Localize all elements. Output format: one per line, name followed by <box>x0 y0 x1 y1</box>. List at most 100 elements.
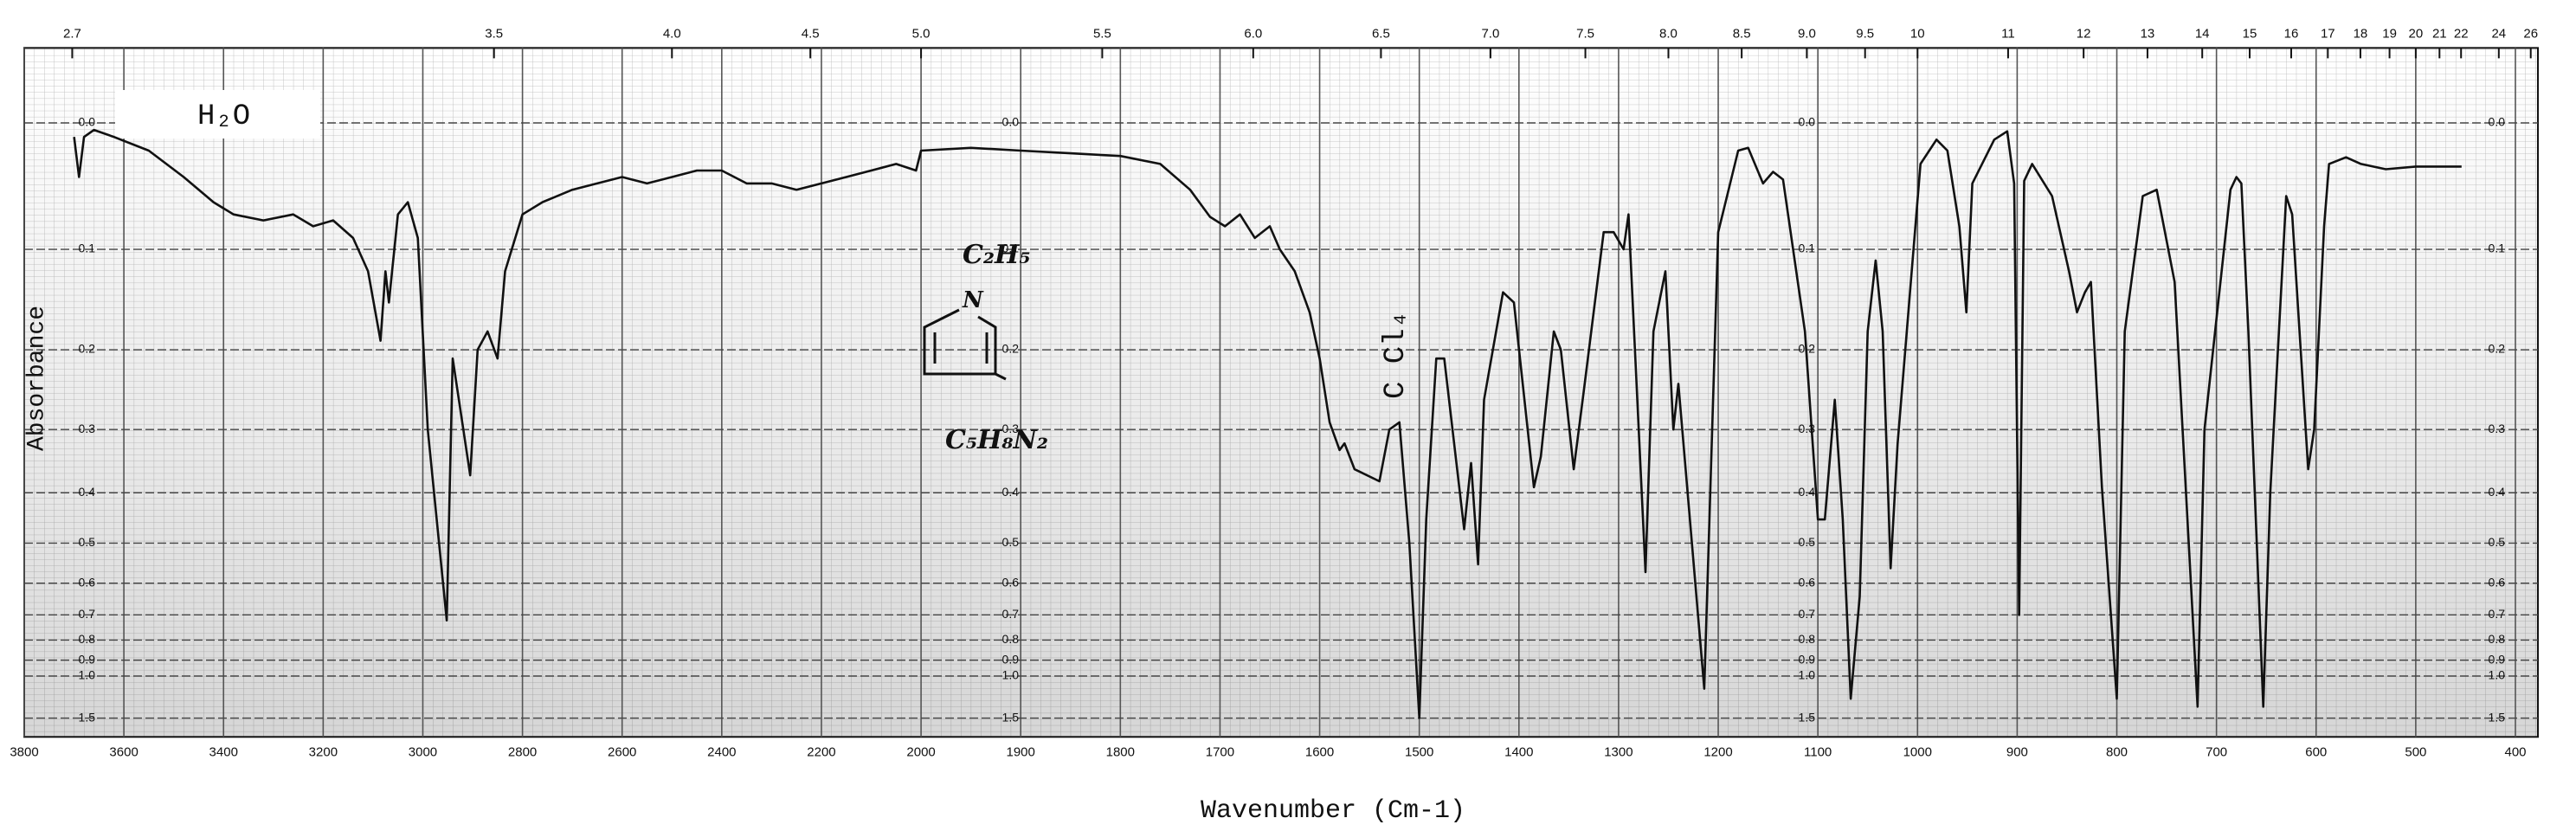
x2-tick-label: 2.7 <box>63 26 81 41</box>
x-tick-label: 700 <box>2206 744 2227 759</box>
x2-tick-label: 8.0 <box>1659 26 1678 41</box>
y-tick-label: 1.0 <box>2489 668 2506 682</box>
y-tick-label: 0.6 <box>2489 575 2506 589</box>
x-tick-label: 1400 <box>1504 744 1533 759</box>
y-tick-label: 1.5 <box>1002 710 1020 724</box>
labels: 3800 3600 3400 3200 3000 2800 2600 2400 2200 2000… <box>10 26 2538 759</box>
x2-tick-label: 6.0 <box>1244 26 1262 41</box>
annotation: C₅H₈N₂ <box>945 425 1048 455</box>
y-tick-label: 0.3 <box>79 422 96 435</box>
x2-tick-label: 26 <box>2523 26 2538 41</box>
x2-tick-label: 3.5 <box>485 26 503 41</box>
ring-sketch <box>923 308 1007 381</box>
x2-tick-label: 5.5 <box>1093 26 1111 41</box>
annotation: N <box>962 287 984 313</box>
x-tick-label: 500 <box>2405 744 2426 759</box>
y-tick-label: 0.0 <box>79 115 96 129</box>
x2-tick-label: 4.0 <box>663 26 681 41</box>
x-tick-label: 2800 <box>508 744 537 759</box>
y-tick-label: 0.4 <box>2489 485 2506 499</box>
x2-tick-label: 15 <box>2243 26 2257 41</box>
y-tick-label: 1.0 <box>1799 668 1816 682</box>
scan-shade <box>24 48 2538 738</box>
y-tick-label: 0.8 <box>1799 632 1816 646</box>
x2-tick-label: 5.0 <box>912 26 931 41</box>
y-tick-label: 0.2 <box>1002 342 1020 356</box>
x-tick-label: 400 <box>2504 744 2526 759</box>
x-tick-label: 1700 <box>1206 744 1234 759</box>
marks <box>73 128 2462 719</box>
x-tick-label: 3000 <box>409 744 437 759</box>
x-tick-label: 2000 <box>906 744 935 759</box>
y-tick-label: 0.9 <box>1799 652 1816 666</box>
y-tick-label: 0.7 <box>1002 607 1020 621</box>
y-tick-label: 1.5 <box>1799 710 1816 724</box>
x2-tick-label: 18 <box>2354 26 2368 41</box>
x2-tick-label: 12 <box>2077 26 2091 41</box>
y-tick-label: 0.5 <box>1799 535 1816 549</box>
x2-tick-label: 21 <box>2432 26 2447 41</box>
x-tick-label: 1200 <box>1703 744 1732 759</box>
y-tick-label: 1.5 <box>79 710 96 724</box>
y-tick-label: 0.1 <box>1799 242 1816 255</box>
y-tick-label: 0.5 <box>2489 535 2506 549</box>
y-tick-label: 0.6 <box>1799 575 1816 589</box>
x-tick-label: 1100 <box>1804 744 1832 759</box>
y-tick-label: 1.0 <box>1002 668 1020 682</box>
y-tick-label: 0.3 <box>1799 422 1816 435</box>
y-tick-label: 0.8 <box>1002 632 1020 646</box>
y-axis-title: Absorbance <box>23 306 50 451</box>
annotation: H₂O <box>197 100 250 133</box>
y-tick-label: 0.6 <box>79 575 96 589</box>
grid <box>23 48 2538 738</box>
x-tick-label: 3200 <box>309 744 338 759</box>
y-tick-label: 0.0 <box>1799 115 1816 129</box>
x2-tick-label: 14 <box>2195 26 2210 41</box>
x2-tick-label: 9.0 <box>1798 26 1816 41</box>
x2-tick-label: 7.5 <box>1576 26 1594 41</box>
y-tick-label: 0.7 <box>2489 607 2506 621</box>
x2-tick-label: 16 <box>2284 26 2299 41</box>
label-box <box>115 90 320 138</box>
x-tick-label: 1500 <box>1405 744 1433 759</box>
y-tick-label: 0.9 <box>1002 652 1020 666</box>
y-tick-label: 0.4 <box>79 485 96 499</box>
x-tick-label: 1600 <box>1305 744 1334 759</box>
y-tick-label: 0.3 <box>2489 422 2506 435</box>
x-tick-label: 1300 <box>1604 744 1633 759</box>
x-tick-label: 3800 <box>10 744 38 759</box>
x2-tick-label: 24 <box>2491 26 2506 41</box>
y-tick-label: 0.7 <box>79 607 96 621</box>
x2-tick-label: 13 <box>2141 26 2155 41</box>
x2-tick-label: 22 <box>2454 26 2469 41</box>
x2-tick-label: 10 <box>1910 26 1925 41</box>
y-tick-label: 0.5 <box>79 535 96 549</box>
y-tick-label: 0.4 <box>1002 485 1020 499</box>
x2-tick-label: 6.5 <box>1372 26 1390 41</box>
x-axis-title: Wavenumber (Cm-1) <box>1201 796 1465 826</box>
y-tick-label: 0.1 <box>79 242 96 255</box>
y-tick-label: 0.5 <box>1002 535 1020 549</box>
x-tick-label: 800 <box>2106 744 2128 759</box>
x-tick-label: 2200 <box>807 744 835 759</box>
plot-background <box>23 47 2539 738</box>
spectrum-line <box>73 128 2462 719</box>
x-tick-label: 3400 <box>209 744 238 759</box>
y-tick-label: 0.6 <box>1002 575 1020 589</box>
x2-tick-label: 8.5 <box>1733 26 1751 41</box>
annotation: C₂H₅ <box>963 240 1031 270</box>
x-tick-label: 2600 <box>608 744 636 759</box>
y-tick-label: 0.8 <box>2489 632 2506 646</box>
x2-tick-label: 11 <box>2001 26 2015 41</box>
x2-tick-label: 4.5 <box>802 26 820 41</box>
x-tick-label: 600 <box>2305 744 2327 759</box>
y-tick-label: 0.9 <box>2489 652 2506 666</box>
x2-tick-label: 19 <box>2382 26 2397 41</box>
x-tick-label: 1000 <box>1903 744 1932 759</box>
y-tick-label: 0.1 <box>2489 242 2506 255</box>
y-tick-label: 1.0 <box>79 668 96 682</box>
x2-tick-label: 17 <box>2321 26 2335 41</box>
y-tick-label: 0.2 <box>79 342 96 356</box>
